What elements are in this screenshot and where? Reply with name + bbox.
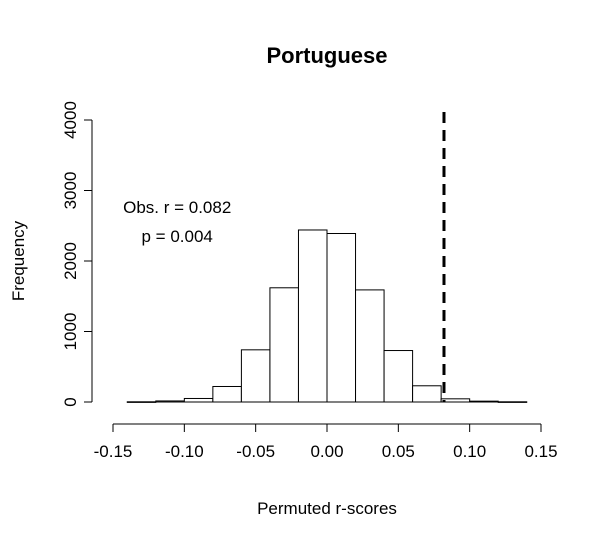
histogram-bar-3: [212, 385, 242, 403]
histogram-bar-6: [297, 229, 328, 403]
chart-title: Portuguese: [266, 43, 387, 68]
y-axis-label: Frequency: [9, 220, 28, 301]
histogram-bar-9: [383, 350, 414, 403]
histogram-bar-11: [440, 398, 471, 403]
histogram-bar-5: [269, 287, 299, 403]
x-tick-label: -0.15: [94, 442, 133, 461]
x-tick-label: -0.10: [165, 442, 204, 461]
histogram-bar-0: [126, 401, 157, 403]
y-tick-label: 4000: [61, 101, 80, 139]
y-tick-label: 1000: [61, 313, 80, 351]
x-tick-label: 0.00: [310, 442, 343, 461]
y-axis-ticks: 0 1000 2000 3000 4000: [61, 101, 92, 407]
y-tick-label: 0: [61, 397, 80, 406]
histogram-bar-8: [355, 289, 385, 403]
x-tick-label: 0.10: [453, 442, 486, 461]
histogram-bar-7: [326, 233, 357, 403]
histogram-bars: [126, 229, 528, 403]
x-axis-ticks: -0.15 -0.10 -0.05 0.00 0.05 0.10 0.15: [94, 424, 558, 461]
histogram-bar-12: [469, 400, 499, 403]
histogram-bar-4: [240, 349, 271, 403]
histogram-bar-10: [412, 385, 442, 403]
x-axis-label: Permuted r-scores: [257, 499, 397, 518]
x-tick-label: 0.05: [382, 442, 415, 461]
histogram-bar-1: [155, 400, 185, 403]
x-tick-label: 0.15: [524, 442, 557, 461]
histogram-bar-13: [497, 401, 528, 403]
y-tick-label: 3000: [61, 172, 80, 210]
observed-r-annotation: Obs. r = 0.082: [123, 198, 231, 217]
p-value-annotation: p = 0.004: [142, 227, 213, 246]
histogram-bar-2: [183, 397, 214, 403]
y-tick-label: 2000: [61, 242, 80, 280]
x-tick-label: -0.05: [236, 442, 275, 461]
